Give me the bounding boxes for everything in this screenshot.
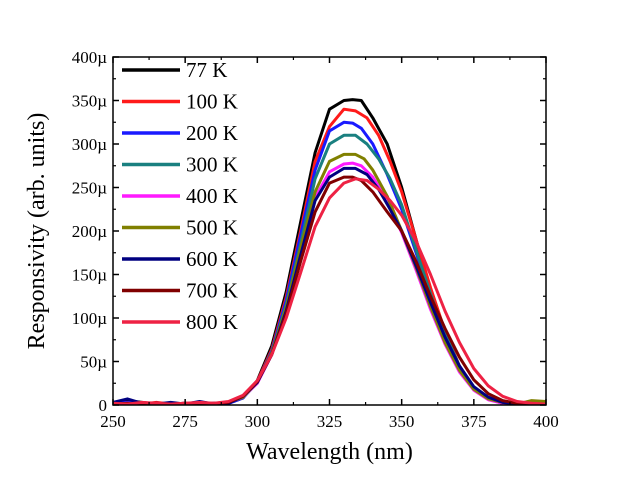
legend-item: 400 K [122, 184, 238, 208]
y-tick-label: 250µ [72, 179, 108, 198]
legend-label: 100 K [186, 90, 238, 114]
series-line-800k [113, 177, 546, 405]
x-tick-label: 400 [533, 412, 559, 431]
legend: 77 K 100 K 200 K 300 K 400 K 500 K 600 K 700 K 8… [122, 58, 238, 334]
series-layer [113, 98, 546, 405]
ticks-layer: 250 275 300 325 350 375 400 0 50µ 100µ 150µ 200µ 250… [72, 48, 559, 431]
legend-item: 77 K [122, 58, 227, 82]
legend-label: 300 K [186, 153, 238, 177]
series-line-600k [113, 166, 546, 405]
legend-label: 800 K [186, 310, 238, 334]
y-tick-label: 100µ [72, 309, 108, 328]
y-tick-label: 400µ [72, 48, 108, 67]
y-tick-label: 350µ [72, 92, 108, 111]
x-tick-label: 375 [461, 412, 487, 431]
legend-label: 200 K [186, 121, 238, 145]
legend-item: 300 K [122, 153, 238, 177]
x-tick-label: 250 [100, 412, 126, 431]
legend-item: 800 K [122, 310, 238, 334]
x-tick-label: 275 [172, 412, 198, 431]
y-tick-label: 200µ [72, 222, 108, 241]
x-axis-title: Wavelength (nm) [246, 439, 413, 465]
series-line-100k [113, 107, 546, 405]
legend-label: 700 K [186, 279, 238, 303]
legend-item: 600 K [122, 247, 238, 271]
y-axis-title: Responsivity (arb. units) [24, 113, 50, 350]
legend-label: 500 K [186, 216, 238, 240]
legend-item: 700 K [122, 279, 238, 303]
y-tick-label: 300µ [72, 135, 108, 154]
y-tick-label: 150µ [72, 266, 108, 285]
legend-item: 100 K [122, 90, 238, 114]
x-tick-label: 325 [317, 412, 343, 431]
legend-label: 400 K [186, 184, 238, 208]
x-tick-label: 350 [389, 412, 415, 431]
y-tick-label: 0 [99, 396, 108, 415]
legend-label: 77 K [186, 58, 227, 82]
series-line-500k [113, 152, 546, 405]
legend-item: 500 K [122, 216, 238, 240]
legend-item: 200 K [122, 121, 238, 145]
y-tick-label: 50µ [80, 353, 107, 372]
x-tick-label: 300 [245, 412, 271, 431]
legend-label: 600 K [186, 247, 238, 271]
